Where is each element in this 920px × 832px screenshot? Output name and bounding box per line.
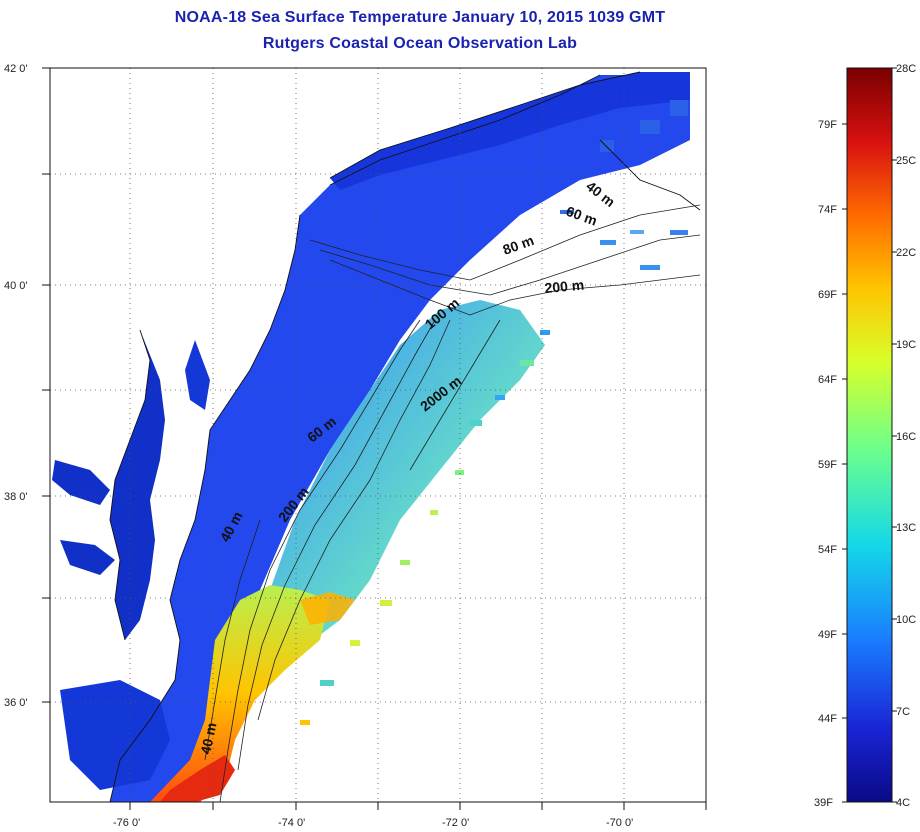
longitude-labels: -76 0' -74 0' -72 0' -70 0' (113, 817, 633, 829)
map-panel: 40 m 60 m 80 m 200 m 100 m 2000 m 60 m 2… (50, 68, 706, 802)
cb-label-22c: 22C (896, 247, 916, 259)
cb-label-16c: 16C (896, 431, 916, 443)
lon-label-76: -76 0' (113, 817, 140, 829)
contour-label-200m-ne: 200 m (544, 277, 585, 296)
cb-label-25c: 25C (896, 155, 916, 167)
shelf-water (110, 75, 690, 802)
axis-ticks (42, 67, 707, 810)
colorbar-fahrenheit-labels: 79F 74F 69F 64F 59F 54F 49F 44F 39F (814, 119, 837, 809)
long-island-sound (330, 72, 690, 190)
lat-label-36: 36 0' (4, 697, 28, 709)
latitude-labels: 42 0' 40 0' 38 0' 36 0' (4, 63, 28, 709)
cb-label-4c: 4C (896, 797, 910, 809)
colorbar-celsius-labels: 28C 25C 22C 19C 16C 13C 10C 7C 4C (896, 63, 916, 809)
lon-label-72: -72 0' (442, 817, 469, 829)
gulf-stream-core (150, 585, 330, 802)
lon-label-74: -74 0' (278, 817, 305, 829)
pamlico-sound (60, 680, 170, 790)
cb-label-74f: 74F (818, 204, 837, 216)
cb-label-69f: 69F (818, 289, 837, 301)
contour-label-40m-south: 40 m (197, 721, 219, 756)
coastline (109, 71, 701, 802)
bathymetry-contours (204, 204, 701, 802)
slope-water (250, 300, 545, 680)
cb-label-49f: 49F (818, 629, 837, 641)
chesapeake-bay (110, 330, 165, 640)
temperature-colorbar (846, 67, 893, 803)
lat-label-40: 40 0' (4, 280, 28, 292)
cb-label-19c: 19C (896, 339, 916, 351)
colorbar-ticks (842, 67, 897, 803)
cb-label-28c: 28C (896, 63, 916, 75)
lat-label-38: 38 0' (4, 491, 28, 503)
map-title: NOAA-18 Sea Surface Temperature January … (174, 9, 666, 26)
chesapeake-tributary-2 (60, 540, 115, 575)
cb-label-44f: 44F (818, 713, 837, 725)
cb-label-10c: 10C (896, 614, 916, 626)
cb-label-13c: 13C (896, 522, 916, 534)
cb-label-59f: 59F (818, 459, 837, 471)
cb-label-7c: 7C (896, 706, 910, 718)
map-subtitle: Rutgers Coastal Ocean Observation Lab (262, 35, 578, 52)
cb-label-54f: 54F (818, 544, 837, 556)
cb-label-39f: 39F (814, 797, 833, 809)
cb-label-64f: 64F (818, 374, 837, 386)
lat-label-42: 42 0' (4, 63, 28, 75)
lon-label-70: -70 0' (606, 817, 633, 829)
chesapeake-tributary (52, 460, 110, 505)
gulf-stream-hotspot (160, 755, 235, 802)
warm-eddy (300, 592, 355, 625)
cb-label-79f: 79F (818, 119, 837, 131)
delaware-bay (185, 340, 210, 410)
